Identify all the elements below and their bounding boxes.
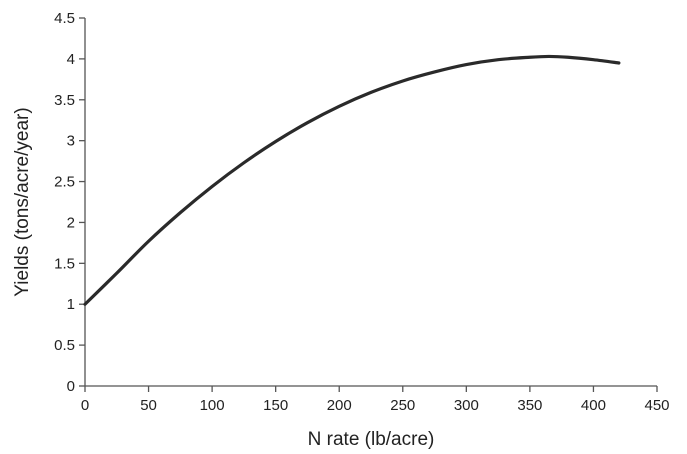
x-tick-label: 250 [390,397,415,414]
y-tick-label: 2 [67,214,75,231]
y-tick-label: 2.5 [54,174,75,191]
y-tick-label: 0 [67,378,75,395]
y-tick-label: 3.5 [54,92,75,109]
x-tick-label: 300 [454,397,479,414]
y-tick-label: 4.5 [54,10,75,27]
y-axis-title: Yields (tons/acre/year) [12,107,33,296]
y-tick-label: 1 [67,296,75,313]
y-tick-label: 0.5 [54,337,75,354]
x-tick-label: 0 [81,397,89,414]
y-tick-label: 4 [67,51,75,68]
x-tick-label: 400 [581,397,606,414]
yield-response-curve [83,54,621,306]
y-tick-label: 1.5 [54,255,75,272]
x-tick-label: 200 [327,397,352,414]
x-tick-label: 100 [200,397,225,414]
y-tick-group: 0 0.5 1 1.5 2 2.5 3 3.5 4 4.5 [54,10,85,395]
x-tick-label: 350 [517,397,542,414]
x-tick-group: 0 50 100 150 200 250 300 350 400 450 [81,386,670,414]
x-tick-label: 150 [263,397,288,414]
y-tick-label: 3 [67,133,75,150]
x-tick-label: 50 [140,397,157,414]
x-axis-title: N rate (lb/acre) [308,429,435,450]
x-tick-label: 450 [644,397,669,414]
